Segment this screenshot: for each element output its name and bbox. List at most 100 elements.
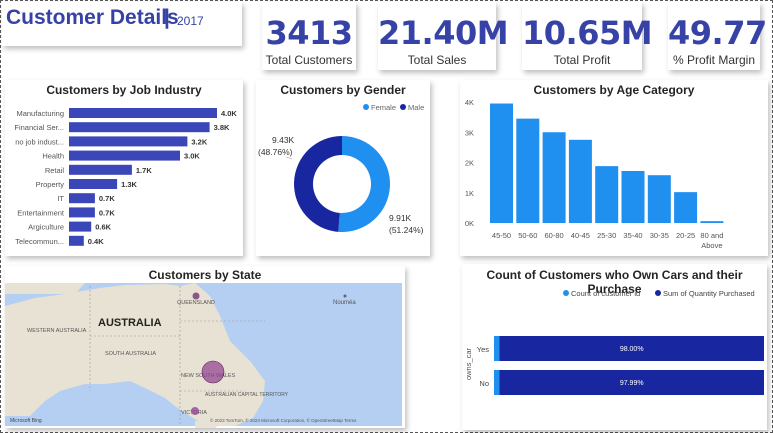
y-tick-label: 4K xyxy=(465,98,474,107)
data-label: 98.00% xyxy=(620,346,644,353)
bar-Manufacturing[interactable] xyxy=(69,108,217,118)
data-label: 3.8K xyxy=(214,123,230,132)
male-leader-line[interactable] xyxy=(285,156,293,160)
bar-35-40[interactable] xyxy=(621,170,645,223)
y-tick-label: 2K xyxy=(465,159,474,168)
category-label: Yes xyxy=(477,345,489,354)
y-tick-label: 3K xyxy=(465,128,474,137)
y-tick-label: 0K xyxy=(465,219,474,228)
male-value-label: 9.43K xyxy=(272,135,295,145)
bar-Financial Ser...[interactable] xyxy=(69,122,210,133)
data-label: 3.0K xyxy=(184,152,200,161)
bar-count-Yes[interactable] xyxy=(494,336,500,361)
bar-40-45[interactable] xyxy=(568,139,592,223)
bar-50-60[interactable] xyxy=(516,118,540,223)
category-label: No xyxy=(479,379,489,388)
job-industry-chart[interactable]: Customers by Job Industry Manufacturing 4… xyxy=(5,80,243,256)
x-tick-label: 30-35 xyxy=(650,231,669,240)
x-tick-label: 35-40 xyxy=(623,231,642,240)
y-tick-label: 1K xyxy=(465,189,474,198)
chart-title: Customers by Age Category xyxy=(533,83,695,97)
y-axis-label: owns_car xyxy=(464,347,473,380)
kpi-total-sales[interactable]: 21.40M Total Sales xyxy=(378,2,509,70)
legend-sum: Sum of Quantity Purchased xyxy=(663,289,755,298)
bar-sum-Yes[interactable] xyxy=(499,336,764,361)
bar-80 and Above[interactable] xyxy=(700,221,724,223)
legend-female-dot xyxy=(363,104,369,110)
map-label-western-australia: WESTERN AUSTRALIA xyxy=(27,328,87,334)
category-label: Retail xyxy=(45,166,65,175)
title-separator: | xyxy=(164,6,170,29)
x-tick-label: 25-30 xyxy=(597,231,616,240)
map-attribution: © 2023 TomTom, © 2023 Microsoft Corporat… xyxy=(210,417,357,423)
age-category-plot: 0K 1K 2K 3K 4K 45-50 50-60 60-80 40-45 25-30 35-40… xyxy=(465,98,724,250)
x-tick-label: 50-60 xyxy=(518,231,537,240)
map-label-queensland: QUEENSLAND xyxy=(177,300,215,306)
legend-female: Female xyxy=(371,103,396,112)
bar-Retail[interactable] xyxy=(69,164,132,175)
chart-title: Customers by State xyxy=(148,268,262,282)
bar-Telecommun...[interactable] xyxy=(69,235,84,246)
kpi-total-profit[interactable]: 10.65M Total Profit xyxy=(522,2,653,70)
bar-no job indust...[interactable] xyxy=(69,136,188,147)
map-city-dot xyxy=(343,294,347,298)
data-label: 3.2K xyxy=(191,137,207,146)
bar-sum-No[interactable] xyxy=(499,370,764,395)
legend-count-dot xyxy=(563,290,569,296)
data-label: 1.3K xyxy=(121,180,137,189)
bar-20-25[interactable] xyxy=(674,192,698,223)
x-tick-label: 20-25 xyxy=(676,231,695,240)
category-label: Manufacturing xyxy=(16,109,64,118)
donut-slice-male[interactable] xyxy=(293,136,342,232)
map-bubble-nsw[interactable] xyxy=(201,360,225,384)
category-label: Entertainment xyxy=(17,208,65,217)
category-label: Property xyxy=(36,180,65,189)
data-label: 97.99% xyxy=(620,380,644,387)
bar-Argiculture[interactable] xyxy=(69,221,92,232)
cars-plot: Count of customer id Sum of Quantity Purc… xyxy=(464,289,764,395)
map-label-act: AUSTRALIAN CAPITAL TERRITORY xyxy=(205,392,289,398)
category-label: no job indust... xyxy=(15,137,64,146)
kpi-value: 10.65M xyxy=(522,14,653,52)
male-percent-label: (48.76%) xyxy=(258,147,293,157)
cars-chart[interactable]: Count of Customers who Own Cars and thei… xyxy=(462,264,767,430)
x-tick-label: Above xyxy=(701,241,722,250)
job-industry-plot: Manufacturing 4.0K Financial Ser... 3.8K no … xyxy=(14,108,237,246)
x-tick-label: 45-50 xyxy=(492,231,511,240)
bar-45-50[interactable] xyxy=(490,103,513,223)
kpi-total-customers[interactable]: 3413 Total Customers xyxy=(262,2,356,70)
map-land-tasmania xyxy=(195,421,220,428)
age-category-chart[interactable]: Customers by Age Category 0K 1K 2K 3K 4K 45-5… xyxy=(460,80,768,256)
bar-IT[interactable] xyxy=(69,193,95,204)
bar-Health[interactable] xyxy=(69,150,180,161)
x-tick-label: 60-80 xyxy=(545,231,564,240)
bar-count-No[interactable] xyxy=(494,370,500,395)
kpi-label: % Profit Margin xyxy=(672,53,756,67)
bar-Property[interactable] xyxy=(69,179,118,189)
legend-count: Count of customer id xyxy=(571,289,640,298)
legend-male: Male xyxy=(408,103,424,112)
map-label-south-australia: SOUTH AUSTRALIA xyxy=(105,351,156,357)
chart-title: Customers by Gender xyxy=(280,83,406,97)
kpi-profit-margin[interactable]: 49.77 % Profit Margin xyxy=(668,2,767,70)
gender-chart[interactable]: Customers by Gender Female Male 9.91K (51.2… xyxy=(256,80,430,256)
category-label: Telecommun... xyxy=(15,237,64,246)
bar-30-35[interactable] xyxy=(647,175,671,223)
map-label-noumea: Nouméa xyxy=(333,300,356,306)
page-title: Customer Details xyxy=(6,6,179,29)
female-percent-label: (51.24%) xyxy=(389,225,424,235)
data-label: 0.7K xyxy=(99,208,115,217)
female-value-label: 9.91K xyxy=(389,213,412,223)
map-bubble-queensland[interactable] xyxy=(192,292,200,300)
map-land-north xyxy=(5,283,85,294)
map-plot[interactable]: AUSTRALIA WESTERN AUSTRALIA SOUTH AUSTRA… xyxy=(5,266,405,428)
map-bubble-victoria[interactable] xyxy=(191,407,199,415)
bar-Entertainment[interactable] xyxy=(69,207,95,218)
kpi-label: Total Customers xyxy=(265,53,353,67)
legend-sum-dot xyxy=(655,290,661,296)
state-map-chart[interactable]: Customers by State AUSTRALIA WESTERN AUS… xyxy=(5,266,405,428)
bar-60-80[interactable] xyxy=(542,132,566,223)
donut-slice-female[interactable] xyxy=(338,136,390,232)
bar-25-30[interactable] xyxy=(595,166,619,223)
x-tick-label: 80 and xyxy=(700,231,723,240)
